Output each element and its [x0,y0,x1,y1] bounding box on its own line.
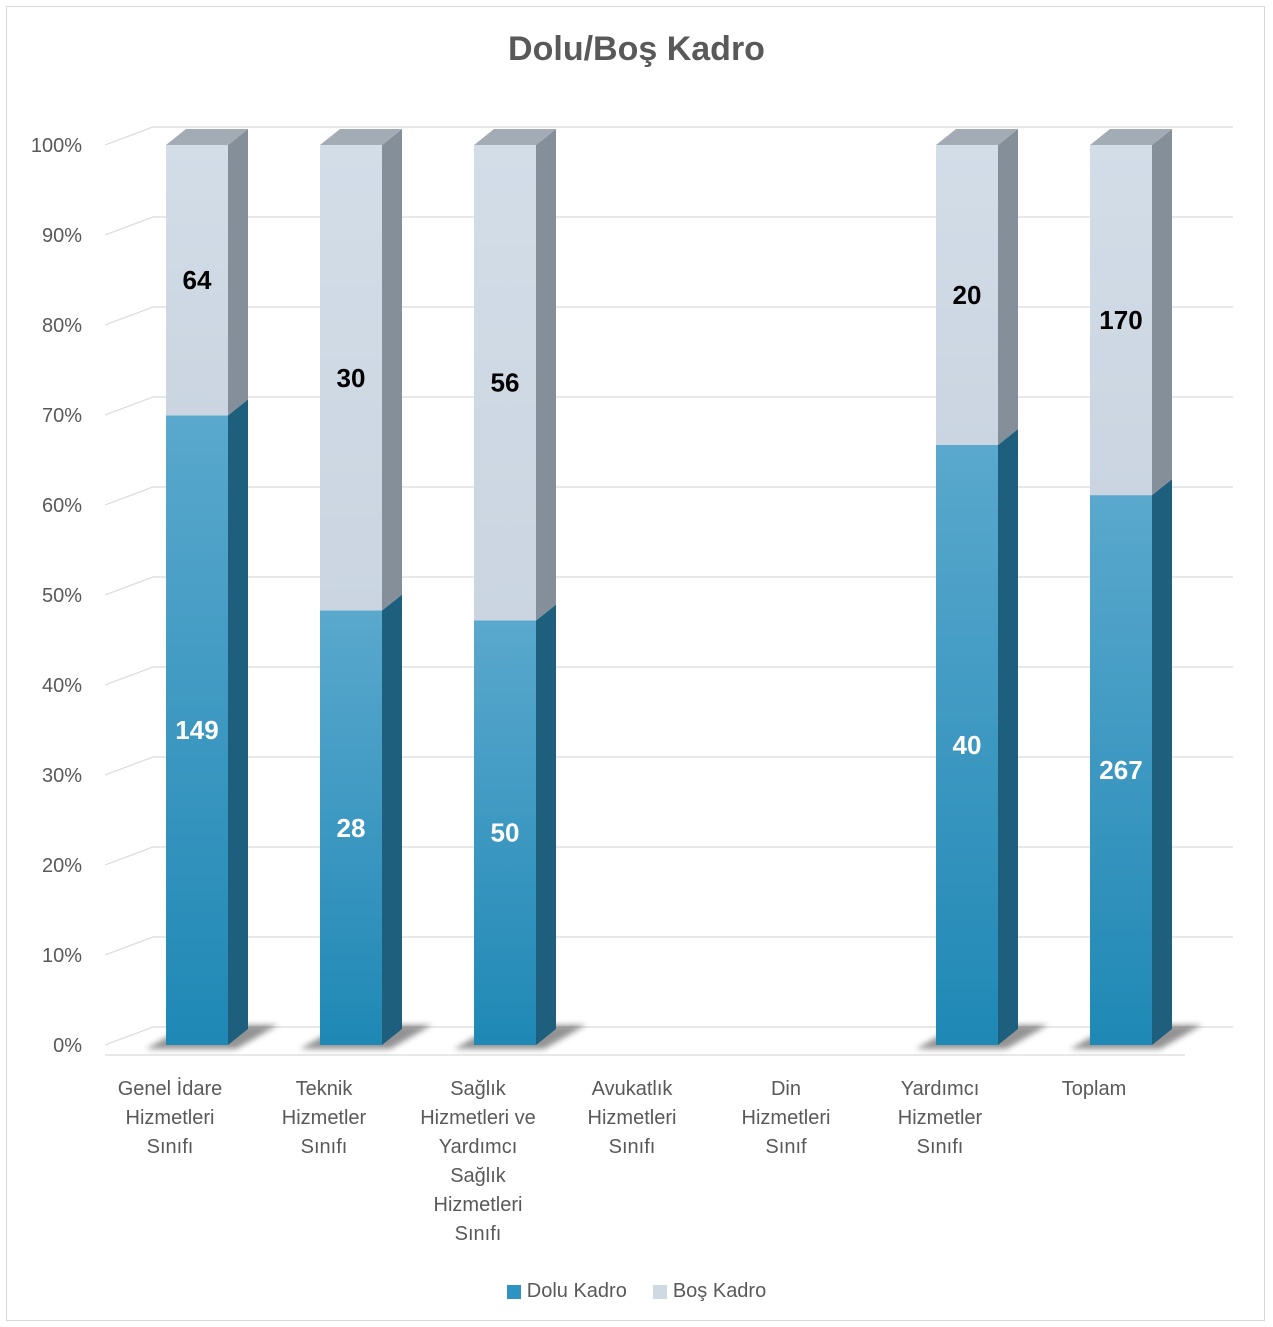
bar-dolu [474,620,536,1045]
gridline-diagonal [104,936,154,956]
x-tick-label: Sınıf [765,1136,807,1158]
x-tick-label: Sınıfı [917,1136,964,1158]
x-tick-label: Avukatlık [592,1078,674,1100]
bar-bos [936,145,998,445]
data-label-bos: 20 [953,280,982,310]
y-tick-label: 90% [42,225,82,247]
bar-dolu-side [1152,479,1172,1046]
y-tick-label: 0% [53,1035,82,1057]
legend-item-dolu: Dolu Kadro [506,1280,627,1303]
bar-dolu-side [228,399,248,1045]
gridline-diagonal [104,396,154,416]
legend-label-bos: Boş Kadro [672,1280,767,1302]
x-tick-label: Sağlık [450,1165,507,1187]
x-tick-label: Hizmetleri ve [420,1107,536,1129]
data-label-dolu: 40 [953,730,982,760]
x-tick-label: Hizmetleri [126,1107,215,1129]
x-tick-label: Hizmetler [282,1107,367,1129]
x-tick-label: Sağlık [450,1078,507,1100]
bar-dolu [166,415,228,1045]
gridline-diagonal [104,486,154,506]
x-tick-label: Hizmetleri [588,1107,677,1129]
bar-bos [166,145,228,416]
bar-top-face [1090,129,1172,145]
legend-item-bos: Boş Kadro [652,1280,767,1303]
legend-swatch-bos [652,1284,667,1299]
bar-bos [474,145,536,621]
bar-dolu-side [998,429,1018,1045]
bar-dolu [936,445,998,1045]
gridline-diagonal [104,846,154,866]
data-label-dolu: 149 [175,715,218,745]
data-label-dolu: 267 [1099,755,1142,785]
y-tick-label: 50% [42,585,82,607]
bar-dolu [320,610,382,1045]
y-tick-label: 80% [42,315,82,337]
bar-top-face [474,129,556,145]
data-label-bos: 64 [183,265,212,295]
chart-legend: Dolu Kadro Boş Kadro [0,1280,1273,1303]
bar-dolu [1090,495,1152,1046]
x-tick-label: Sınıfı [455,1223,502,1245]
x-tick-label: Hizmetleri [434,1194,523,1216]
y-tick-label: 10% [42,945,82,967]
data-label-bos: 170 [1099,305,1142,335]
x-tick-label: Genel İdare [118,1077,223,1100]
bar-bos [320,145,382,611]
gridline-diagonal [104,756,154,776]
x-tick-label: Sınıfı [609,1136,656,1158]
y-tick-label: 70% [42,405,82,427]
chart-title: Dolu/Boş Kadro [508,30,765,68]
x-tick-label: Sınıfı [301,1136,348,1158]
bar-top-face [320,129,402,145]
y-tick-label: 100% [31,135,82,157]
bar-bos-side [228,129,248,416]
bar-bos-side [1152,129,1172,496]
x-tick-label: Toplam [1062,1078,1126,1100]
bar-top-face [166,129,248,145]
bar-dolu-side [536,604,556,1045]
gridline-diagonal [104,126,154,146]
x-tick-label: Hizmetler [898,1107,983,1129]
x-tick-label: Sınıfı [147,1136,194,1158]
data-label-dolu: 28 [337,813,366,843]
gridline-diagonal [104,1026,154,1046]
x-tick-label: Hizmetleri [742,1107,831,1129]
x-tick-label: Yardımcı [439,1136,518,1158]
gridline-diagonal [104,666,154,686]
y-tick-label: 30% [42,765,82,787]
bar-bos-side [382,129,402,611]
x-tick-label: Yardımcı [901,1078,980,1100]
gridline-diagonal [104,216,154,236]
legend-label-dolu: Dolu Kadro [526,1280,627,1302]
x-tick-label: Din [771,1078,801,1100]
bar-bos-side [998,129,1018,445]
bar-dolu-side [382,594,402,1045]
x-tick-label: Teknik [296,1078,354,1100]
bar-bos [1090,145,1152,496]
data-label-dolu: 50 [491,818,520,848]
gridline-diagonal [104,576,154,596]
y-tick-label: 40% [42,675,82,697]
legend-swatch-dolu [506,1284,521,1299]
data-label-bos: 30 [337,363,366,393]
bar-bos-side [536,129,556,621]
data-label-bos: 56 [491,368,520,398]
y-tick-label: 60% [42,495,82,517]
y-tick-label: 20% [42,855,82,877]
gridline-diagonal [104,306,154,326]
bar-top-face [936,129,1018,145]
